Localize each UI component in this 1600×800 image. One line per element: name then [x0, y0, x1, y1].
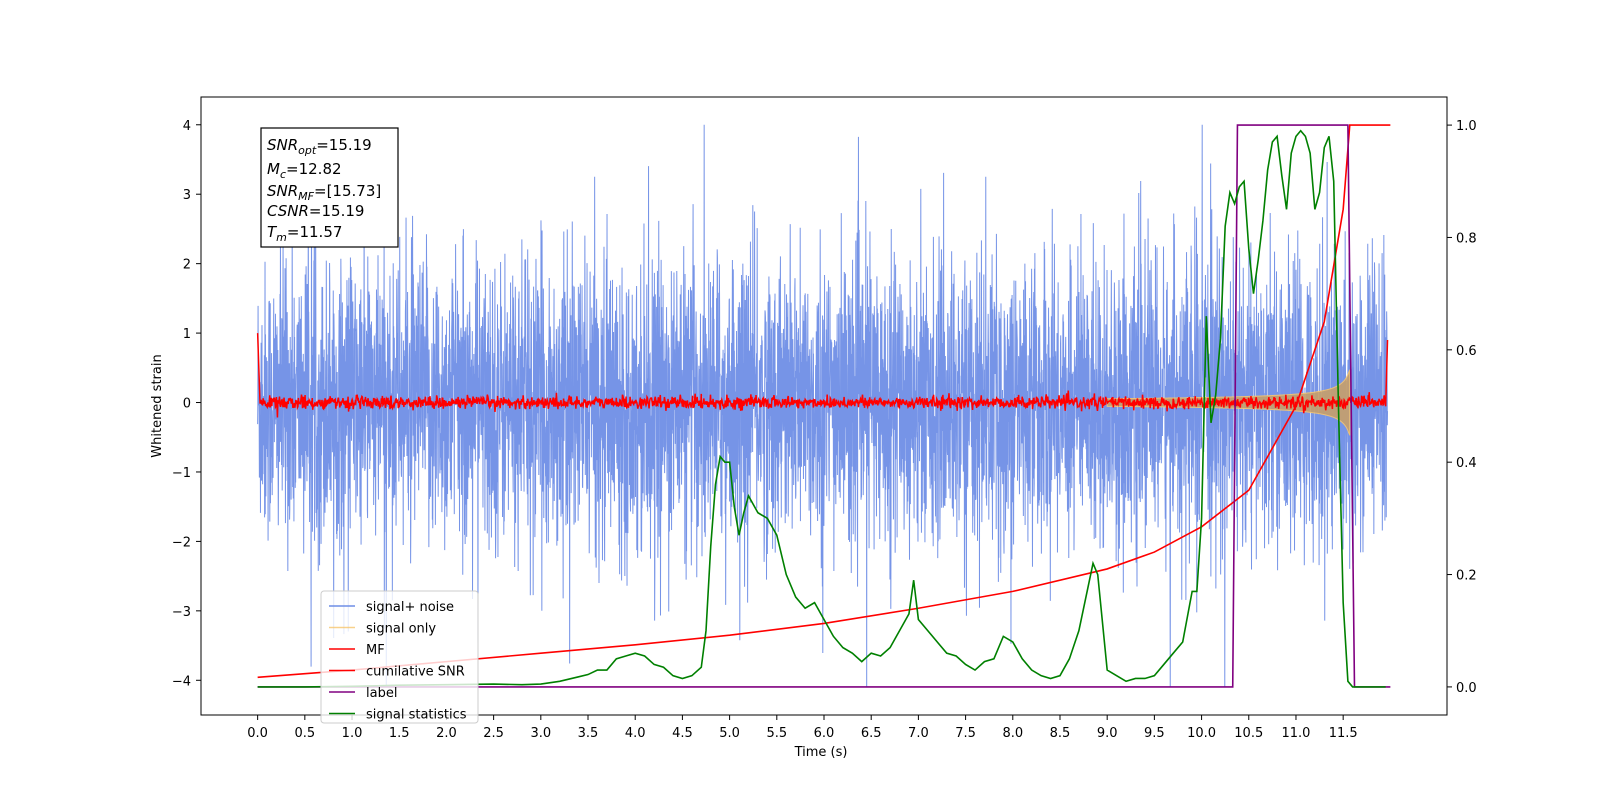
y-tick-label: −1 — [172, 466, 191, 481]
x-tick-label: 1.0 — [342, 726, 363, 741]
x-tick-label: 3.0 — [530, 726, 551, 741]
y-tick-label: −3 — [172, 605, 191, 620]
series-mf — [256, 333, 1389, 418]
annotation-mc: Mc=12.82 — [267, 160, 342, 181]
annotation-tm: Tm=11.57 — [267, 223, 342, 244]
legend-frame — [320, 590, 479, 724]
annotation-box: SNRopt=15.19 Mc=12.82 SNRMF=[15.73] CSNR… — [260, 127, 399, 248]
legend-entry: signal only — [366, 622, 436, 637]
x-tick-label: 7.5 — [955, 726, 976, 741]
x-axis: 0.0 0.5 1.0 1.5 2.0 2.5 3.0 3.5 4.0 4.5 5.0 5.5 6.0 6… — [247, 715, 1358, 741]
series-signal-noise — [257, 124, 1389, 688]
y-tick-label: −4 — [172, 674, 191, 689]
annotation-frame — [260, 127, 399, 248]
annotation-csnr: CSNR=15.19 — [267, 202, 364, 220]
legend-entry: MF — [366, 643, 385, 658]
x-tick-label: 4.5 — [672, 726, 693, 741]
x-tick-label: 5.0 — [719, 726, 740, 741]
y-tick-label: 0 — [183, 397, 191, 412]
x-tick-label: 1.5 — [389, 726, 410, 741]
x-tick-label: 11.0 — [1281, 726, 1310, 741]
x-tick-label: 3.5 — [578, 726, 599, 741]
x-axis-label: Time (s) — [794, 745, 848, 760]
x-tick-label: 4.0 — [625, 726, 646, 741]
x-tick-label: 9.5 — [1144, 726, 1165, 741]
x-tick-label: 0.5 — [294, 726, 315, 741]
legend-entry: cumilative SNR — [366, 665, 465, 680]
x-tick-label: 9.0 — [1097, 726, 1118, 741]
x-tick-label: 10.0 — [1187, 726, 1216, 741]
x-tick-label: 2.5 — [483, 726, 504, 741]
y-tick-label: 3 — [183, 188, 191, 203]
annotation-snr-mf: SNRMF=[15.73] — [267, 182, 381, 203]
x-tick-label: 6.5 — [861, 726, 882, 741]
x-tick-label: 10.5 — [1234, 726, 1263, 741]
x-tick-label: 11.5 — [1329, 726, 1358, 741]
y-axis-left: 4 3 2 1 0 −1 −2 −3 −4 — [172, 119, 201, 689]
x-tick-label: 0.0 — [247, 726, 268, 741]
annotation-snr-opt: SNRopt=15.19 — [267, 136, 372, 157]
y-axis-label: Whitened strain — [150, 354, 165, 457]
y2-tick-label: 1.0 — [1456, 119, 1477, 134]
legend: signal+ noise signal only MF cumilative SNR… — [320, 590, 479, 724]
legend-entry: signal statistics — [366, 708, 467, 723]
x-tick-label: 8.5 — [1050, 726, 1071, 741]
legend-entry: label — [366, 686, 397, 701]
y2-tick-label: 0.2 — [1456, 569, 1477, 584]
y2-tick-label: 0.6 — [1456, 344, 1477, 359]
y-tick-label: 1 — [183, 327, 191, 342]
x-tick-label: 2.0 — [436, 726, 457, 741]
series-cumulative-snr — [257, 124, 1391, 679]
y2-tick-label: 0.0 — [1456, 681, 1477, 696]
y2-tick-label: 0.8 — [1456, 231, 1477, 246]
x-tick-label: 5.5 — [766, 726, 787, 741]
series-layer — [256, 124, 1391, 688]
x-tick-label: 8.0 — [1002, 726, 1023, 741]
y-tick-label: −2 — [172, 535, 191, 550]
x-tick-label: 7.0 — [908, 726, 929, 741]
y-axis-right: 1.0 0.8 0.6 0.4 0.2 0.0 — [1447, 119, 1477, 696]
x-tick-label: 6.0 — [814, 726, 835, 741]
y-tick-label: 4 — [183, 119, 191, 134]
legend-entry: signal+ noise — [366, 600, 454, 615]
y-tick-label: 2 — [183, 258, 191, 273]
series-signal-statistics — [257, 129, 1386, 688]
plot-area — [200, 96, 1448, 716]
y2-tick-label: 0.4 — [1456, 456, 1477, 471]
